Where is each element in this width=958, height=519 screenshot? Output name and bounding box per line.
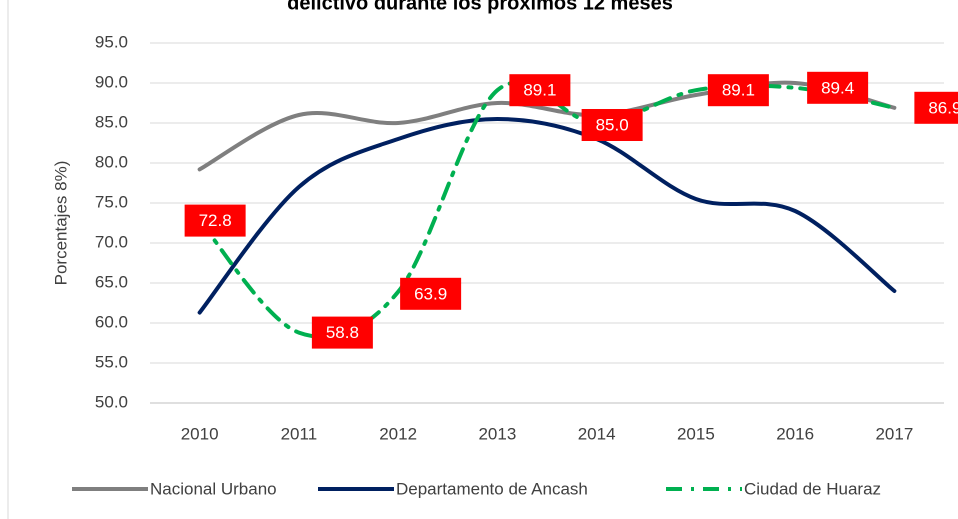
y-tick-label: 75.0 xyxy=(95,192,128,211)
legend-label: Nacional Urbano xyxy=(150,479,277,498)
line-series xyxy=(197,80,897,172)
value-label-box xyxy=(509,74,571,107)
x-tick-label: 2013 xyxy=(478,424,516,443)
value-label-box xyxy=(914,91,958,124)
value-label-box xyxy=(311,316,373,349)
x-tick-label: 2015 xyxy=(677,424,715,443)
x-tick-label: 2014 xyxy=(578,424,616,443)
value-label: 89.1 xyxy=(722,81,755,100)
chart-title: delictivo durante los próximos 12 meses xyxy=(287,0,673,14)
value-label-box xyxy=(581,109,643,141)
x-tick-label: 2010 xyxy=(181,424,219,443)
value-label: 58.8 xyxy=(326,323,359,342)
legend-label: Departamento de Ancash xyxy=(396,479,588,498)
x-tick-label: 2016 xyxy=(776,424,814,443)
y-tick-label: 65.0 xyxy=(95,272,128,291)
y-tick-label: 85.0 xyxy=(95,112,128,131)
value-label-box xyxy=(400,277,462,310)
value-label: 89.1 xyxy=(523,81,556,100)
y-tick-label: 90.0 xyxy=(95,72,128,91)
legend-label: Ciudad de Huaraz xyxy=(744,479,881,498)
y-tick-label: 60.0 xyxy=(95,312,128,331)
y-tick-label: 80.0 xyxy=(95,152,128,171)
line-series xyxy=(197,116,897,315)
x-tick-label: 2011 xyxy=(281,424,318,443)
x-tick-label: 2012 xyxy=(379,424,417,443)
y-tick-label: 50.0 xyxy=(95,392,128,411)
value-label: 89.4 xyxy=(821,78,854,97)
value-label-box xyxy=(184,204,246,237)
y-tick-label: 70.0 xyxy=(95,232,128,251)
value-label: 72.8 xyxy=(199,211,232,230)
y-tick-label: 55.0 xyxy=(95,352,128,371)
value-label-box xyxy=(707,74,769,107)
y-tick-label: 95.0 xyxy=(95,32,128,51)
value-label: 63.9 xyxy=(414,284,447,303)
y-axis-title: Porcentajes 8%) xyxy=(51,161,70,286)
value-label: 86.9 xyxy=(928,98,958,117)
value-label-box xyxy=(807,71,869,104)
value-label: 85.0 xyxy=(596,115,629,134)
x-tick-label: 2017 xyxy=(875,424,913,443)
chart-border xyxy=(7,0,9,519)
